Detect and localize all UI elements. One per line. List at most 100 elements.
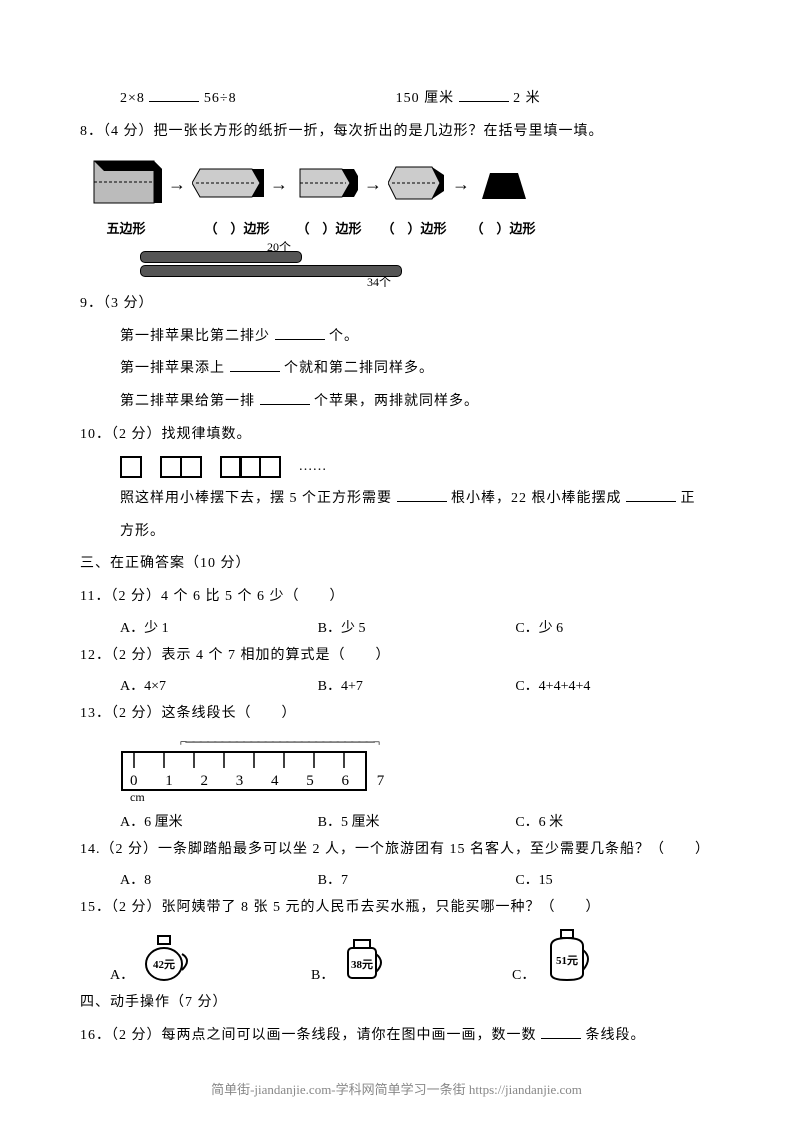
q9-blank3[interactable]: [260, 390, 310, 405]
svg-text:42元: 42元: [153, 958, 175, 971]
q7-expr4: 2 米: [513, 91, 541, 106]
q9-l3b: 个苹果，两排就同样多。: [314, 394, 479, 409]
q11-optA[interactable]: A．少 1: [120, 617, 318, 637]
fold-shape-1: [90, 155, 162, 214]
bar-bot-label: 34个: [367, 273, 391, 290]
q7-expr2: 56÷8: [204, 91, 237, 106]
q9-line1: 第一排苹果比第二排少 个。: [120, 324, 713, 351]
q8-figure-row: → → → →: [90, 155, 713, 214]
section3-heading: 三、在正确答案（10 分）: [80, 551, 713, 578]
q12-optB[interactable]: B．4+7: [318, 675, 516, 695]
q9-heading: 9．（3 分）: [80, 291, 713, 318]
page-container: 2×8 56÷8 150 厘米 2 米 8．（4 分）把一张长方形的纸折一折，每…: [0, 0, 793, 1122]
ruler-numbers: 0 1 2 3 4 5 6 7: [130, 773, 713, 790]
q15-bottles: A． 42元 B． 38元 C． 51元: [110, 928, 713, 984]
arrow-icon: →: [168, 174, 186, 195]
ellipsis: ……: [299, 459, 327, 475]
q9-l1b: 个。: [329, 329, 359, 344]
q8-heading: 8．（4 分）把一张长方形的纸折一折，每次折出的是几边形？在括号里填一填。: [80, 119, 713, 146]
q7-blank2[interactable]: [459, 87, 509, 102]
q11-optC[interactable]: C．少 6: [515, 617, 713, 637]
q9-l1a: 第一排苹果比第二排少: [120, 329, 270, 344]
fold-shape-4: [388, 155, 446, 214]
q7-line: 2×8 56÷8 150 厘米 2 米: [120, 86, 713, 113]
bottle-icon: 42元: [140, 930, 192, 984]
q9-bars: 20个 34个: [140, 251, 713, 277]
q11-optB[interactable]: B．少 5: [318, 617, 516, 637]
q10-blank1[interactable]: [397, 487, 447, 502]
q9-l2a: 第一排苹果添上: [120, 361, 225, 376]
q9-line3: 第二排苹果给第一排 个苹果，两排就同样多。: [120, 389, 713, 416]
sq-group-3: [220, 456, 281, 478]
q10-c: 正: [681, 491, 696, 506]
bar-top: 20个: [140, 251, 302, 263]
q8-label-4[interactable]: （ ）边形: [376, 218, 452, 237]
fold-shape-5: [476, 155, 532, 214]
q11-options: A．少 1 B．少 5 C．少 6: [120, 617, 713, 637]
section4-heading: 四、动手操作（7 分）: [80, 990, 713, 1017]
q8-labels-row: 五边形 （ ）边形 （ ）边形 （ ）边形 （ ）边形: [90, 218, 713, 237]
bar-top-label: 20个: [267, 238, 291, 255]
q16-blank[interactable]: [541, 1024, 581, 1039]
q12-options: A．4×7 B．4+7 C．4+4+4+4: [120, 675, 713, 695]
q9-l2b: 个就和第二排同样多。: [284, 361, 434, 376]
q14-optB[interactable]: B．7: [318, 869, 516, 889]
page-footer: 简单街-jiandanjie.com-学科网简单学习一条街 https://ji…: [0, 1079, 793, 1098]
q14-optA[interactable]: A．8: [120, 869, 318, 889]
q9-line2: 第一排苹果添上 个就和第二排同样多。: [120, 356, 713, 383]
q15-heading: 15．（2 分）张阿姨带了 8 张 5 元的人民币去买水瓶，只能买哪一种？（ ）: [80, 895, 713, 922]
q10-squares: ……: [120, 456, 713, 478]
bottle-icon: 51元: [541, 928, 595, 984]
q13-optB[interactable]: B．5 厘米: [318, 811, 516, 831]
svg-text:51元: 51元: [556, 954, 578, 967]
q14-optC[interactable]: C．15: [515, 869, 713, 889]
q14-options: A．8 B．7 C．15: [120, 869, 713, 889]
q13-ruler: ⌐──────────────────────────¬ 0 1 2 3 4 5…: [120, 734, 713, 805]
q8-label-3[interactable]: （ ）边形: [288, 218, 370, 237]
q12-optC[interactable]: C．4+4+4+4: [515, 675, 713, 695]
q8-label-2[interactable]: （ ）边形: [192, 218, 282, 237]
q12-heading: 12．（2 分）表示 4 个 7 相加的算式是（ ）: [80, 643, 713, 670]
bottle-icon: 38元: [340, 934, 388, 984]
svg-text:38元: 38元: [351, 958, 373, 971]
q15-itemA[interactable]: A． 42元: [110, 930, 311, 984]
q9-blank2[interactable]: [230, 357, 280, 372]
q16-b: 条线段。: [586, 1028, 646, 1043]
fold-shape-3: [294, 155, 358, 214]
q12-optA[interactable]: A．4×7: [120, 675, 318, 695]
q9-l3a: 第二排苹果给第一排: [120, 394, 255, 409]
q9-blank1[interactable]: [275, 325, 325, 340]
q7-expr3: 150 厘米: [396, 91, 455, 106]
q14-heading: 14.（2 分）一条脚踏船最多可以坐 2 人，一个旅游团有 15 名客人，至少需…: [80, 837, 713, 864]
arrow-icon: →: [364, 174, 382, 195]
q15-itemB[interactable]: B． 38元: [311, 934, 512, 984]
q15-itemC[interactable]: C． 51元: [512, 928, 713, 984]
sq-group-2: [160, 456, 202, 478]
q13-optA[interactable]: A．6 厘米: [120, 811, 318, 831]
arrow-icon: →: [452, 174, 470, 195]
q7-expr1: 2×8: [120, 91, 145, 106]
q15-C-label: C．: [512, 964, 535, 984]
fold-shape-2: [192, 155, 264, 214]
q16-a: 16．（2 分）每两点之间可以画一条线段，请你在图中画一画，数一数: [80, 1028, 537, 1043]
q10-a: 照这样用小棒摆下去，摆 5 个正方形需要: [120, 491, 392, 506]
bar-bottom: 34个: [140, 265, 402, 277]
sq-group-1: [120, 456, 142, 478]
q8-label-5[interactable]: （ ）边形: [458, 218, 548, 237]
q10-line: 照这样用小棒摆下去，摆 5 个正方形需要 根小棒，22 根小棒能摆成 正: [120, 486, 713, 513]
bracket-icon: ⌐──────────────────────────¬: [180, 734, 713, 750]
q16-line: 16．（2 分）每两点之间可以画一条线段，请你在图中画一画，数一数 条线段。: [80, 1023, 713, 1050]
q13-optC[interactable]: C．6 米: [515, 811, 713, 831]
arrow-icon: →: [270, 174, 288, 195]
q13-options: A．6 厘米 B．5 厘米 C．6 米: [120, 811, 713, 831]
q11-heading: 11．（2 分）4 个 6 比 5 个 6 少（ ）: [80, 584, 713, 611]
q8-label-1: 五边形: [90, 218, 162, 237]
q10-line2: 方形。: [120, 519, 713, 546]
q10-b: 根小棒，22 根小棒能摆成: [451, 491, 622, 506]
q13-heading: 13．（2 分）这条线段长（ ）: [80, 701, 713, 728]
q15-A-label: A．: [110, 964, 134, 984]
q10-blank2[interactable]: [626, 487, 676, 502]
q7-blank1[interactable]: [149, 87, 199, 102]
q10-heading: 10．（2 分）找规律填数。: [80, 422, 713, 449]
q15-B-label: B．: [311, 964, 334, 984]
